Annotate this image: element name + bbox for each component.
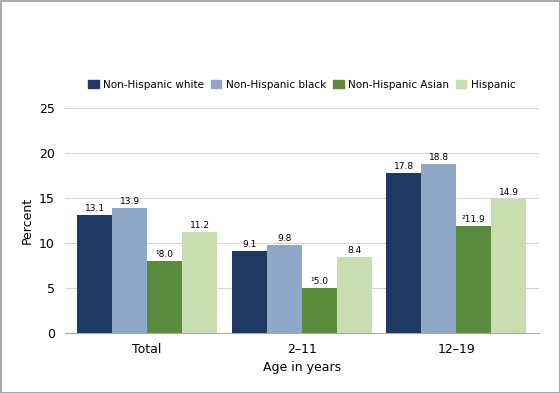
Text: 9.8: 9.8 — [277, 233, 291, 242]
X-axis label: Age in years: Age in years — [263, 361, 341, 374]
Text: 8.4: 8.4 — [347, 246, 361, 255]
Bar — [337, 257, 372, 333]
Text: 9.1: 9.1 — [242, 240, 256, 249]
Bar — [112, 208, 147, 333]
Y-axis label: Percent: Percent — [21, 197, 34, 244]
Text: 17.8: 17.8 — [394, 162, 414, 171]
Text: 11.2: 11.2 — [190, 221, 210, 230]
Text: 14.9: 14.9 — [499, 188, 519, 197]
Text: ¹5.0: ¹5.0 — [310, 277, 328, 286]
Bar — [147, 261, 182, 333]
Bar — [77, 215, 112, 333]
Bar — [182, 232, 217, 333]
Bar — [386, 173, 421, 333]
Bar — [456, 226, 491, 333]
Text: ¹8.0: ¹8.0 — [156, 250, 174, 259]
Bar — [302, 288, 337, 333]
Bar — [421, 164, 456, 333]
Text: 13.1: 13.1 — [85, 204, 105, 213]
Text: 18.8: 18.8 — [429, 153, 449, 162]
Text: ²11.9: ²11.9 — [462, 215, 486, 224]
Legend: Non-Hispanic white, Non-Hispanic black, Non-Hispanic Asian, Hispanic: Non-Hispanic white, Non-Hispanic black, … — [84, 75, 520, 94]
Text: 13.9: 13.9 — [120, 197, 140, 206]
Bar — [267, 245, 302, 333]
Bar — [491, 199, 526, 333]
Bar — [232, 251, 267, 333]
